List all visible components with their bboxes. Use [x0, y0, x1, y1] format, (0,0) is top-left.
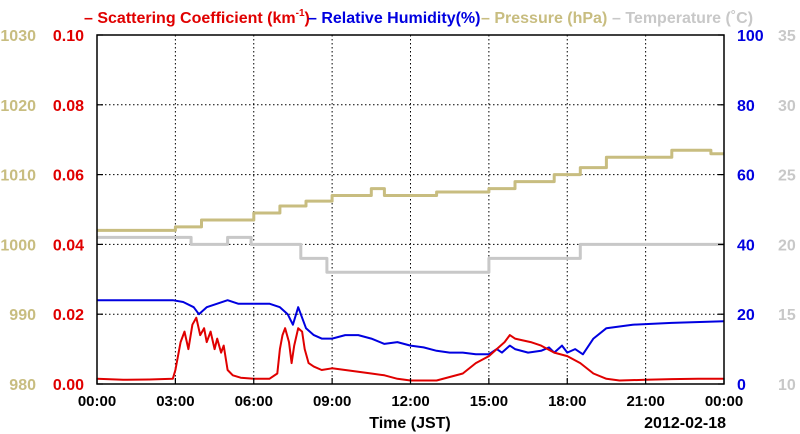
y-tick-label-temperature: 15 [778, 307, 796, 324]
x-tick-label: 09:00 [313, 393, 351, 410]
date-label: 2012-02-18 [644, 415, 726, 432]
y-tick-label-humidity: 100 [737, 28, 764, 45]
y-tick-label-humidity: 80 [737, 98, 755, 115]
y-tick-label-scattering: 0.00 [53, 377, 84, 394]
y-tick-label-scattering: 0.04 [53, 237, 84, 254]
y-tick-label-pressure: 1020 [0, 98, 36, 115]
x-tick-label: 15:00 [470, 393, 508, 410]
y-tick-label-temperature: 10 [778, 377, 796, 394]
y-tick-label-humidity: 20 [737, 307, 755, 324]
x-tick-label: 00:00 [705, 393, 743, 410]
series-line-temperature [97, 235, 724, 274]
y-tick-label-pressure: 990 [9, 307, 36, 324]
x-tick-label: 18:00 [548, 393, 586, 410]
x-tick-label: 03:00 [156, 393, 194, 410]
y-tick-label-humidity: 0 [737, 377, 746, 394]
x-tick-label: 21:00 [626, 393, 664, 410]
y-tick-label-humidity: 60 [737, 168, 755, 185]
y-tick-label-scattering: 0.02 [53, 307, 84, 324]
legend-item-temperature: – Temperature (˚C) [612, 10, 753, 27]
y-tick-label-scattering: 0.06 [53, 168, 84, 185]
series-line-humidity [97, 299, 725, 356]
y-tick-label-humidity: 40 [737, 237, 755, 254]
x-tick-label: 12:00 [391, 393, 429, 410]
y-tick-label-scattering: 0.10 [53, 28, 84, 45]
axes: 00:00 03:00 06:00 09:00 12:00 15:00 18:00 21:00… [0, 28, 795, 410]
y-tick-label-temperature: 25 [778, 168, 796, 185]
y-tick-label-pressure: 1030 [0, 28, 36, 45]
x-tick-label: 06:00 [235, 393, 273, 410]
legend-item-pressure: – Pressure (hPa) [481, 10, 607, 27]
x-tick-label: 00:00 [78, 393, 116, 410]
series-group [96, 148, 725, 382]
y-tick-label-temperature: 35 [778, 28, 796, 45]
series-line-pressure [97, 148, 724, 232]
y-tick-label-pressure: 1010 [0, 168, 36, 185]
legend-item-humidity: – Relative Humidity(%) [308, 10, 480, 27]
y-tick-label-pressure: 980 [9, 377, 36, 394]
series-line-scattering [96, 316, 724, 382]
legend-item-scattering: – Scattering Coefficient (km-1) [84, 8, 310, 27]
chart-legend: – Scattering Coefficient (km-1) – Relati… [84, 8, 753, 27]
y-tick-label-temperature: 30 [778, 98, 796, 115]
x-axis-title: Time (JST) [369, 415, 451, 432]
y-tick-label-temperature: 20 [778, 237, 796, 254]
y-tick-label-scattering: 0.08 [53, 98, 84, 115]
y-tick-label-pressure: 1000 [0, 237, 36, 254]
